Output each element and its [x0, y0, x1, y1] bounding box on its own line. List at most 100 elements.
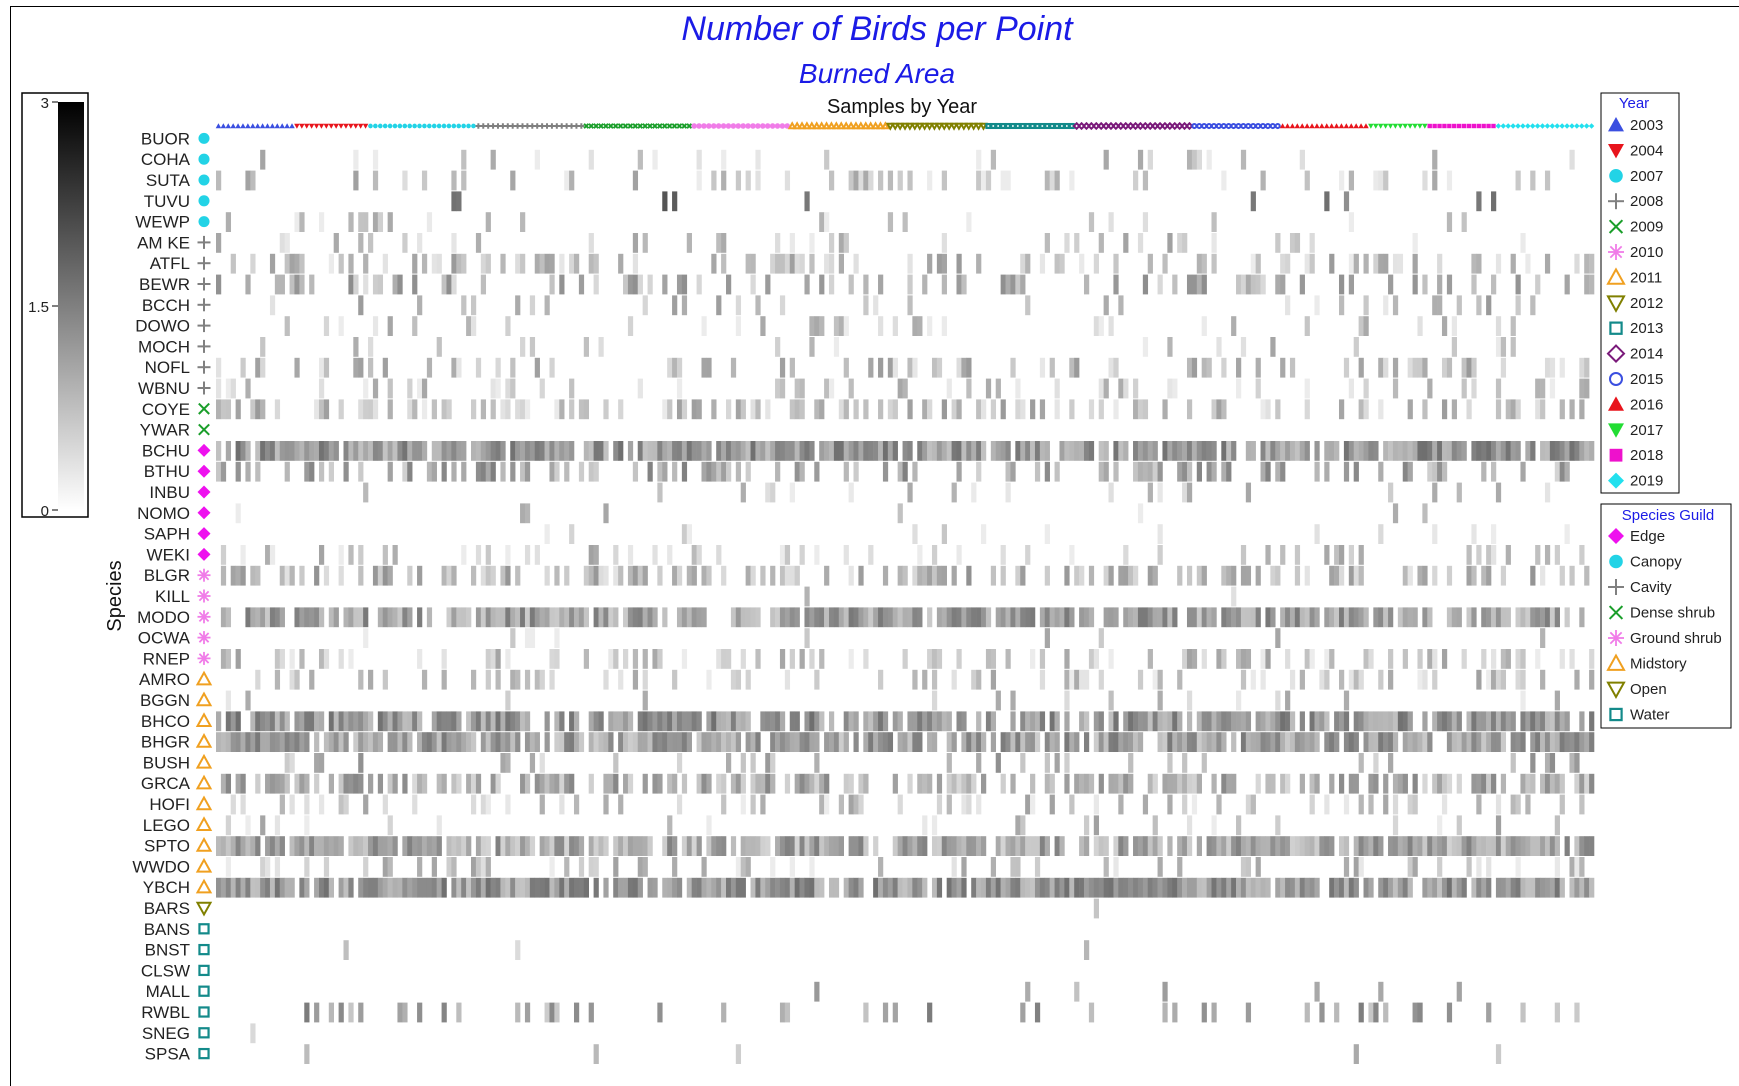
heatmap-cell: [706, 815, 712, 836]
heatmap-cell: [961, 773, 967, 794]
heatmap-cell: [1559, 711, 1565, 732]
heatmap-cell: [1167, 877, 1173, 898]
heatmap-cell: [363, 857, 369, 877]
heatmap-cell: [255, 607, 261, 628]
heatmap-cell: [1157, 482, 1163, 503]
year-strip-marker: [617, 123, 624, 129]
heatmap-cell: [1471, 378, 1477, 399]
heatmap-cell: [662, 877, 668, 898]
heatmap-cell: [1147, 711, 1153, 732]
heatmap-cell: [1437, 441, 1443, 461]
heatmap-cell: [265, 711, 271, 732]
year-strip-marker: [1377, 123, 1384, 129]
year-strip-marker: [735, 123, 742, 129]
heatmap-cell: [245, 170, 251, 191]
heatmap-cell: [775, 378, 781, 399]
heatmap-cell: [1039, 357, 1046, 378]
species-guild-marker: [198, 1027, 210, 1039]
heatmap-cell: [1554, 877, 1560, 898]
heatmap-cell: [1167, 378, 1173, 399]
heatmap-cell: [1417, 1002, 1423, 1023]
heatmap-cell: [1108, 607, 1114, 628]
heatmap-cell: [1510, 732, 1516, 752]
heatmap-cell: [1500, 357, 1507, 378]
heatmap-cell: [436, 441, 442, 461]
heatmap-cell: [1005, 170, 1011, 191]
heatmap-cell: [1172, 877, 1178, 898]
year-strip-marker: [480, 123, 487, 129]
heatmap-cell: [1260, 711, 1266, 732]
heatmap-cell: [868, 607, 874, 628]
heatmap-cell: [1309, 877, 1315, 898]
heatmap-cell: [1358, 1002, 1364, 1023]
heatmap-row-weki: [220, 545, 1585, 565]
heatmap-cell: [1280, 274, 1286, 295]
guild-legend-marker-open: [1606, 681, 1626, 700]
heatmap-cell: [220, 565, 227, 586]
heatmap-cell: [240, 565, 246, 586]
heatmap-cell: [887, 732, 894, 752]
heatmap-cell: [471, 295, 477, 316]
heatmap-cell: [696, 877, 702, 898]
heatmap-cell: [387, 836, 393, 856]
heatmap-cell: [1240, 607, 1247, 628]
heatmap-cell: [1466, 857, 1472, 877]
heatmap-cell: [985, 607, 992, 628]
heatmap-cell: [1000, 565, 1006, 586]
heatmap-cell: [436, 773, 442, 794]
heatmap-cell: [520, 773, 526, 794]
heatmap-cell: [1285, 607, 1291, 628]
heatmap-cell: [1088, 649, 1095, 669]
heatmap-cell: [1157, 836, 1163, 856]
heatmap-cell: [269, 877, 276, 898]
heatmap-cell: [745, 669, 751, 690]
heatmap-cell: [529, 607, 536, 628]
heatmap-cell: [686, 441, 692, 461]
heatmap-cell: [515, 295, 521, 316]
heatmap-cell: [1510, 877, 1516, 898]
heatmap-cell: [1491, 711, 1497, 732]
heatmap-cell: [392, 836, 398, 856]
heatmap-cell: [461, 253, 467, 274]
heatmap-cell: [1108, 212, 1114, 232]
species-label-tuvu: TUVU: [144, 192, 190, 211]
heatmap-cell: [407, 711, 413, 732]
heatmap-cell: [318, 794, 325, 815]
year-strip-marker: [817, 121, 827, 130]
heatmap-cell: [863, 732, 869, 752]
heatmap-cell: [1491, 773, 1497, 794]
heatmap-cell: [1383, 732, 1389, 752]
heatmap-cell: [1309, 732, 1315, 752]
heatmap-cell: [1275, 233, 1281, 253]
heatmap-cell: [1402, 461, 1408, 482]
heatmap-cell: [784, 836, 791, 856]
heatmap-cell: [863, 649, 869, 669]
heatmap-cell: [632, 732, 639, 752]
heatmap-cell: [613, 857, 619, 877]
heatmap-cell: [981, 836, 987, 856]
heatmap-cell: [490, 711, 496, 732]
heatmap-cell: [559, 711, 565, 732]
heatmap-cell: [1020, 753, 1026, 773]
heatmap-cell: [387, 378, 393, 399]
colorbar-label-min: 0: [41, 503, 49, 520]
heatmap-cell: [1383, 877, 1389, 898]
heatmap-cell: [1343, 441, 1350, 461]
heatmap-cell: [588, 836, 594, 856]
heatmap-cell: [1059, 607, 1065, 628]
heatmap-cell: [976, 253, 982, 274]
heatmap-cell: [1579, 399, 1585, 420]
heatmap-cell: [1368, 836, 1374, 856]
year-strip-marker: [1452, 123, 1457, 129]
heatmap-cell: [382, 794, 388, 815]
heatmap-cell: [1240, 565, 1247, 586]
heatmap-cell: [1260, 441, 1266, 461]
heatmap-cell: [1015, 565, 1021, 586]
year-strip-marker: [1044, 122, 1051, 130]
heatmap-cell: [1525, 836, 1531, 856]
heatmap-cell: [721, 441, 727, 461]
heatmap-cell: [1348, 607, 1355, 628]
heatmap-cell: [1015, 274, 1021, 295]
heatmap-cell: [524, 545, 531, 565]
